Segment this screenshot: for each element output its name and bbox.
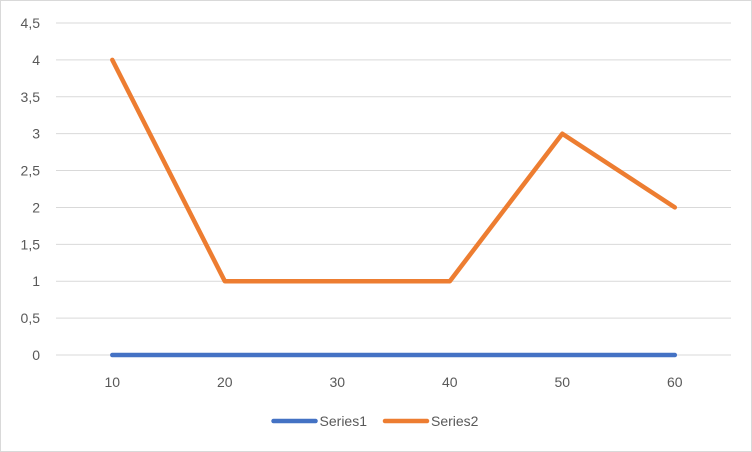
series-line-series2 — [110, 57, 678, 284]
y-tick-label: 4 — [32, 52, 40, 68]
y-tick-label: 3 — [32, 126, 40, 142]
y-tick-label: 1,5 — [21, 236, 41, 252]
x-tick-label: 40 — [442, 374, 458, 390]
y-tick-label: 2 — [32, 199, 40, 215]
y-tick-label: 1 — [32, 273, 40, 289]
series-lines — [110, 57, 678, 358]
y-tick-labels: 0 0,5 1 1,5 2 2,5 3 3,5 4 4,5 — [21, 15, 41, 363]
x-tick-label: 10 — [104, 374, 120, 390]
x-tick-label: 50 — [554, 374, 570, 390]
x-tick-label: 30 — [329, 374, 345, 390]
y-tick-label: 0,5 — [21, 310, 41, 326]
gridlines — [56, 22, 731, 319]
x-tick-labels: 10 20 30 40 50 60 — [104, 374, 682, 390]
y-tick-label: 4,5 — [21, 15, 41, 31]
x-tick-label: 60 — [667, 374, 683, 390]
legend: Series1 Series2 — [271, 413, 479, 429]
y-tick-label: 0 — [32, 347, 40, 363]
legend-label-series2: Series2 — [431, 413, 479, 429]
x-tick-label: 20 — [217, 374, 233, 390]
y-tick-label: 3,5 — [21, 89, 41, 105]
legend-label-series1: Series1 — [320, 413, 368, 429]
y-tick-label: 2,5 — [21, 163, 41, 179]
